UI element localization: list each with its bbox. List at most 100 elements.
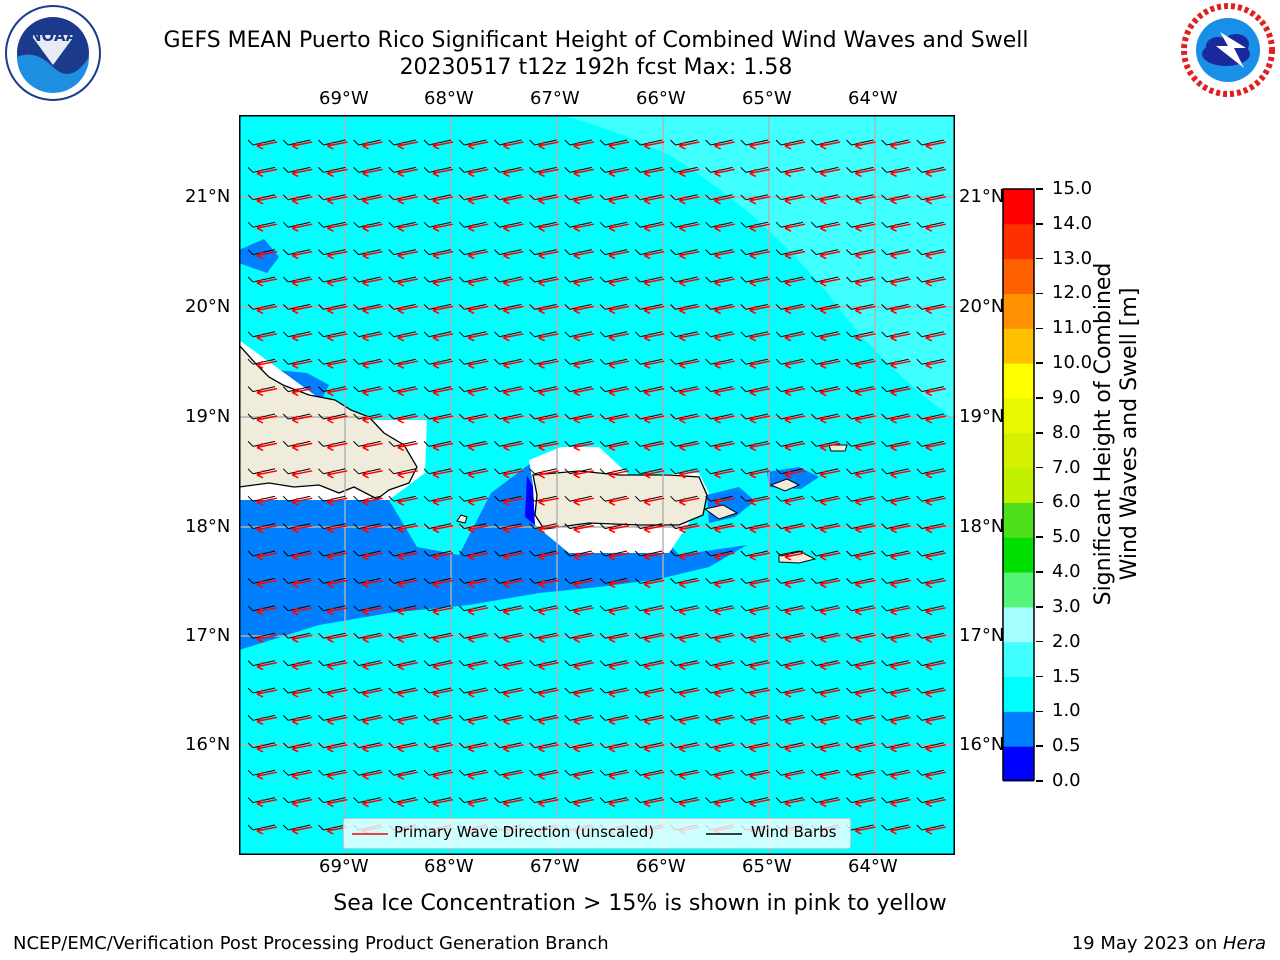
- wave-direction-arrow: [362, 716, 383, 726]
- wind-barb: [810, 742, 839, 749]
- wind-barb: [846, 742, 874, 749]
- wave-direction-arrow: [749, 196, 770, 205]
- wind-barb: [740, 358, 768, 365]
- wave-direction-arrow: [854, 223, 876, 232]
- wind-barb: [494, 769, 522, 776]
- wave-direction-arrow: [502, 415, 524, 424]
- wind-barb: [564, 769, 592, 776]
- wave-direction-arrow: [538, 552, 559, 561]
- wave-direction-arrow: [397, 771, 418, 780]
- wave-direction-arrow: [714, 360, 735, 369]
- wind-barb: [529, 386, 557, 393]
- wave-direction-arrow: [362, 305, 383, 315]
- wave-direction-arrow: [784, 771, 806, 780]
- wind-barb: [247, 577, 276, 584]
- wind-barb: [634, 714, 663, 721]
- wave-direction-arrow: [643, 360, 665, 369]
- wave-direction-arrow: [397, 661, 418, 671]
- wave-direction-arrow: [608, 168, 630, 178]
- wind-barb: [740, 166, 768, 173]
- wave-direction-arrow: [643, 579, 665, 589]
- wind-barb: [705, 660, 733, 667]
- wind-barb: [564, 358, 592, 365]
- wave-direction-arrow: [538, 415, 559, 424]
- wind-barb: [564, 249, 592, 256]
- wave-direction-arrow: [890, 524, 911, 534]
- wave-direction-arrow: [749, 415, 770, 424]
- wave-direction-arrow: [608, 689, 630, 698]
- wave-direction-arrow: [397, 250, 418, 260]
- wave-direction-arrow: [643, 661, 665, 671]
- colorbar-tick-mark: [1036, 710, 1043, 713]
- land-virgin-islands: [769, 478, 801, 492]
- wind-barb: [599, 632, 628, 639]
- wave-direction-arrow: [538, 223, 559, 232]
- wind-barb: [705, 440, 733, 447]
- wave-direction-arrow: [643, 470, 665, 479]
- wave-direction-arrow: [608, 196, 630, 205]
- chart-title: GEFS MEAN Puerto Rico Significant Height…: [163, 28, 1029, 53]
- wave-direction-arrow: [573, 552, 594, 561]
- wind-barb: [775, 523, 804, 530]
- wind-barb: [458, 714, 487, 721]
- wave-direction-arrow: [854, 826, 876, 835]
- wind-barb: [846, 221, 874, 228]
- wave-direction-arrow: [749, 497, 770, 506]
- wave-direction-arrow: [819, 634, 841, 643]
- wave-direction-arrow: [467, 141, 489, 150]
- wave-direction-arrow: [784, 442, 806, 452]
- wave-direction-arrow: [854, 168, 876, 178]
- wind-barb: [599, 687, 628, 694]
- wind-barb: [529, 550, 557, 557]
- wave-direction-arrow: [573, 141, 594, 150]
- colorbar-tick-label: 0.0: [1052, 770, 1081, 791]
- wave-direction-arrow: [749, 607, 770, 616]
- wind-barb: [916, 386, 944, 393]
- wind-barb: [740, 139, 768, 146]
- wind-barb: [916, 358, 944, 365]
- wind-barb: [318, 303, 346, 310]
- wave-direction-arrow: [749, 141, 770, 150]
- wave-direction-arrow: [643, 552, 665, 561]
- wind-barb: [634, 413, 663, 420]
- wind-barb: [423, 440, 452, 447]
- wave-direction-arrow: [573, 442, 594, 452]
- wind-barb: [458, 221, 487, 228]
- colorbar-bin: [1003, 606, 1034, 643]
- wave-direction-arrow: [432, 716, 454, 726]
- wave-direction-arrow: [467, 771, 489, 780]
- wave-direction-arrow: [643, 415, 665, 424]
- wind-barb: [846, 495, 874, 502]
- wind-barb: [740, 797, 768, 804]
- wave-direction-arrow: [362, 661, 383, 671]
- wind-barb: [458, 331, 487, 338]
- wind-barb: [388, 276, 416, 283]
- wave-direction-arrow: [538, 333, 559, 342]
- wave-direction-arrow: [714, 524, 735, 534]
- wind-barb: [846, 194, 874, 201]
- wind-barb: [881, 331, 909, 338]
- wind-barb: [705, 577, 733, 584]
- footer-date-text: 19 May 2023 on: [1071, 933, 1223, 954]
- wind-barb: [458, 742, 487, 749]
- wind-barb: [529, 166, 557, 173]
- wind-barb: [775, 687, 804, 694]
- wave-direction-arrow: [432, 168, 454, 178]
- wave-direction-arrow: [538, 305, 559, 315]
- wave-direction-arrow: [502, 305, 524, 315]
- wave-direction-arrow: [925, 744, 946, 753]
- wind-barb: [353, 166, 381, 173]
- wave-direction-arrow: [291, 634, 313, 643]
- wave-direction-arrow: [432, 196, 454, 205]
- wind-barb: [670, 249, 698, 256]
- lon-label-bottom: 64°W: [848, 856, 898, 877]
- wave-height-band-0.5-1.0: [239, 449, 747, 650]
- wind-barb: [881, 249, 909, 256]
- wave-direction-arrow: [819, 387, 841, 397]
- wave-direction-arrow: [749, 250, 770, 260]
- wind-barb: [705, 139, 733, 146]
- colorbar-tick-mark: [1036, 640, 1043, 643]
- wind-barb: [423, 386, 452, 393]
- wave-direction-arrow: [291, 278, 313, 287]
- wind-barb: [423, 742, 452, 749]
